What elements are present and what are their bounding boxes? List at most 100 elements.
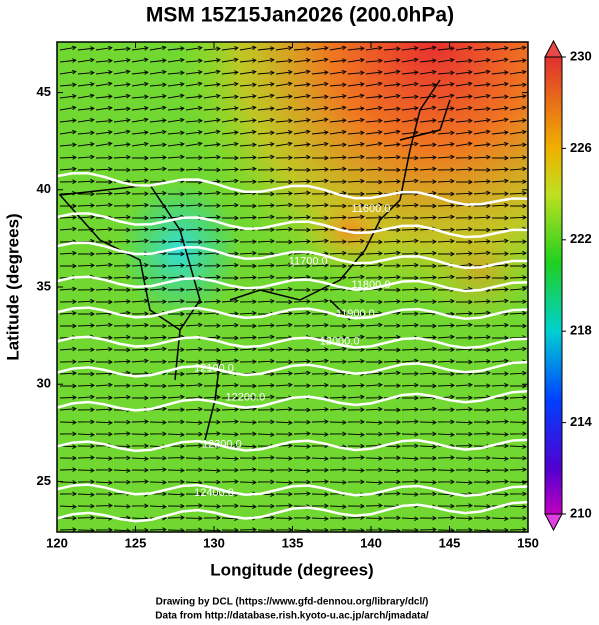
wind-arrow xyxy=(167,106,185,111)
wind-arrow xyxy=(419,491,437,497)
wind-arrow xyxy=(419,359,437,365)
wind-arrow xyxy=(113,394,131,400)
wind-arrow xyxy=(203,69,221,75)
wind-arrow xyxy=(419,480,437,485)
wind-arrow xyxy=(239,431,257,437)
wind-arrow xyxy=(491,57,509,63)
wind-arrow xyxy=(401,407,419,412)
wind-arrow xyxy=(275,275,293,281)
wind-arrow xyxy=(401,130,419,135)
wind-arrow xyxy=(419,45,437,51)
wind-arrow xyxy=(473,82,491,87)
wind-arrow xyxy=(113,46,131,52)
wind-arrow xyxy=(329,467,347,472)
wind-arrow xyxy=(510,203,527,209)
wind-arrow xyxy=(221,70,239,75)
contour-label: 11600.0 xyxy=(352,203,391,215)
wind-arrow xyxy=(275,94,293,99)
contour-line xyxy=(57,500,528,523)
wind-arrow xyxy=(311,298,329,304)
wind-arrow xyxy=(167,468,185,473)
wind-arrow xyxy=(473,179,491,184)
wind-arrow xyxy=(257,287,275,293)
wind-arrow xyxy=(59,129,77,135)
wind-arrow xyxy=(473,239,491,244)
wind-arrow xyxy=(257,394,275,400)
wind-arrow xyxy=(203,203,221,209)
wind-arrow xyxy=(185,322,203,328)
wind-arrow xyxy=(311,503,329,509)
wind-arrow xyxy=(95,346,113,352)
wind-arrow xyxy=(221,141,239,147)
wind-arrow xyxy=(78,251,95,257)
wind-arrow xyxy=(95,226,113,232)
wind-arrow xyxy=(383,239,401,244)
wind-arrow xyxy=(329,527,347,532)
wind-arrow xyxy=(311,287,329,292)
wind-arrow xyxy=(203,491,221,496)
wind-arrow xyxy=(473,69,491,75)
wind-arrow xyxy=(131,419,149,424)
wind-arrow xyxy=(203,419,221,425)
wind-arrow xyxy=(239,444,257,449)
wind-arrow xyxy=(275,286,293,292)
wind-arrow xyxy=(77,407,95,413)
wind-arrow xyxy=(203,515,221,521)
wind-arrow xyxy=(491,238,509,244)
wind-arrow xyxy=(402,215,419,221)
wind-arrow xyxy=(59,69,77,75)
wind-arrow xyxy=(347,468,365,473)
y-tick-label: 25 xyxy=(37,473,51,488)
wind-arrow xyxy=(491,347,509,352)
wind-arrow xyxy=(239,45,257,51)
wind-arrow xyxy=(221,238,239,244)
wind-arrow xyxy=(114,167,131,173)
wind-arrow xyxy=(347,503,365,509)
wind-arrow xyxy=(149,275,167,280)
y-tick-label: 45 xyxy=(37,84,51,99)
wind-arrow xyxy=(77,93,95,99)
wind-arrow xyxy=(293,419,311,425)
wind-arrow xyxy=(365,105,383,111)
wind-arrow xyxy=(419,455,437,461)
wind-arrow xyxy=(77,154,95,160)
wind-arrow xyxy=(239,455,257,461)
wind-arrow xyxy=(455,105,473,111)
wind-arrow xyxy=(186,359,203,365)
wind-arrow xyxy=(95,503,113,508)
wind-arrow xyxy=(168,251,185,257)
wind-arrow xyxy=(77,468,95,473)
wind-arrow xyxy=(114,347,131,353)
wind-arrow xyxy=(113,190,131,196)
wind-arrow xyxy=(257,419,275,425)
wind-arrow xyxy=(275,431,293,437)
wind-arrow xyxy=(365,431,383,437)
wind-arrow xyxy=(257,468,275,473)
wind-arrow xyxy=(167,117,185,123)
x-tick-label: 150 xyxy=(517,535,539,550)
wind-arrow xyxy=(329,82,347,88)
colorbar-tick-label: 210 xyxy=(570,505,592,520)
wind-arrow xyxy=(437,70,455,76)
wind-arrow xyxy=(509,286,527,292)
wind-arrow xyxy=(437,323,455,328)
wind-arrow xyxy=(77,492,95,497)
y-tick-label: 30 xyxy=(37,376,51,391)
wind-arrow xyxy=(239,275,257,280)
wind-arrow xyxy=(329,504,347,509)
wind-arrow xyxy=(168,311,185,317)
wind-arrow xyxy=(77,263,95,268)
wind-arrow xyxy=(311,322,329,328)
wind-arrow xyxy=(455,322,473,328)
wind-arrow xyxy=(383,142,401,147)
wind-arrow xyxy=(167,407,185,413)
wind-arrow xyxy=(509,515,527,521)
wind-arrow xyxy=(257,227,275,233)
wind-arrow xyxy=(96,239,113,245)
wind-arrow xyxy=(437,432,455,437)
footer-line: Data from http://database.rish.kyoto-u.a… xyxy=(155,611,429,622)
wind-arrow xyxy=(509,420,527,425)
wind-arrow xyxy=(113,323,131,329)
wind-arrow xyxy=(491,432,509,437)
wind-arrow xyxy=(491,479,509,484)
